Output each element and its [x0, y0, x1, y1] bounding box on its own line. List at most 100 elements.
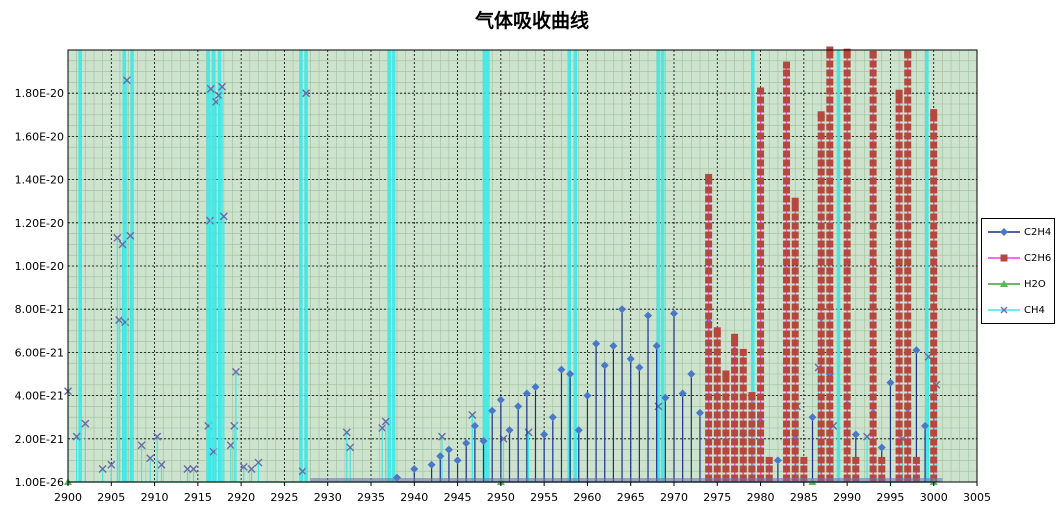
- legend-swatch-c2h6: [988, 254, 1020, 262]
- c2h6-marker: [757, 393, 765, 401]
- c2h6-marker: [895, 321, 903, 329]
- c2h6-marker: [817, 366, 825, 374]
- c2h6-marker: [826, 60, 834, 68]
- c2h6-marker: [869, 294, 877, 302]
- data-point-ch4: [254, 458, 263, 467]
- c2h6-marker: [904, 420, 912, 428]
- c2h6-marker: [895, 366, 903, 374]
- data-point-ch4: [126, 231, 135, 240]
- c2h6-marker: [722, 447, 730, 455]
- c2h6-marker: [705, 258, 713, 266]
- c2h6-marker: [843, 150, 851, 158]
- c2h6-marker: [757, 195, 765, 203]
- c2h6-marker: [817, 240, 825, 248]
- c2h6-marker: [817, 294, 825, 302]
- c2h6-marker: [826, 123, 834, 131]
- c2h6-marker: [904, 402, 912, 410]
- c2h6-marker: [783, 96, 791, 104]
- c2h6-marker: [895, 105, 903, 113]
- c2h6-marker: [904, 258, 912, 266]
- c2h6-marker: [869, 438, 877, 446]
- c2h6-marker: [826, 177, 834, 185]
- c2h6-marker: [843, 366, 851, 374]
- data-point-c2h4: [670, 309, 678, 318]
- c2h6-marker: [817, 195, 825, 203]
- c2h6-marker: [826, 141, 834, 149]
- data-point-c2h4: [626, 354, 635, 363]
- c2h6-marker: [791, 348, 799, 356]
- c2h6-marker: [783, 78, 791, 86]
- c2h6-marker: [895, 294, 903, 302]
- data-point-c2h4: [661, 393, 670, 402]
- data-point-ch4: [122, 76, 131, 85]
- c2h6-marker: [930, 294, 938, 302]
- c2h6-marker: [783, 348, 791, 356]
- c2h6-marker: [783, 402, 791, 410]
- c2h6-marker: [895, 348, 903, 356]
- c2h6-marker: [757, 141, 765, 149]
- data-point-c2h4: [912, 346, 921, 355]
- c2h6-marker: [895, 267, 903, 275]
- c2h6-marker: [895, 393, 903, 401]
- c2h6-marker: [930, 375, 938, 383]
- c2h6-marker: [817, 186, 825, 194]
- x-tick-label: 2970: [660, 491, 688, 504]
- x-tick-label: 2980: [747, 491, 775, 504]
- data-point-c2h4: [592, 339, 601, 348]
- c2h6-marker: [791, 231, 799, 239]
- c2h6-marker: [826, 294, 834, 302]
- c2h6-marker: [705, 177, 713, 185]
- c2h6-marker: [817, 222, 825, 230]
- legend-swatch-h2o: [988, 280, 1020, 287]
- c2h6-marker: [791, 285, 799, 293]
- c2h6-marker: [791, 240, 799, 248]
- c2h6-marker: [895, 429, 903, 437]
- x-tick-label: 3000: [920, 491, 948, 504]
- c2h6-marker: [904, 213, 912, 221]
- c2h6-marker: [705, 429, 713, 437]
- c2h6-marker: [904, 114, 912, 122]
- c2h6-marker: [783, 231, 791, 239]
- chart-title: 气体吸收曲线: [474, 10, 589, 32]
- ch4-band: [78, 50, 82, 482]
- c2h6-marker: [895, 276, 903, 284]
- ch4-band: [486, 50, 490, 482]
- c2h6-marker: [783, 420, 791, 428]
- c2h6-marker: [783, 303, 791, 311]
- c2h6-marker: [826, 447, 834, 455]
- c2h6-marker: [757, 375, 765, 383]
- c2h6-marker: [817, 177, 825, 185]
- x-tick-label: 2920: [227, 491, 255, 504]
- c2h6-marker: [826, 312, 834, 320]
- c2h6-marker: [739, 438, 747, 446]
- c2h6-marker: [843, 321, 851, 329]
- c2h6-marker: [843, 213, 851, 221]
- y-tick-label: 2.00E-21: [15, 433, 64, 446]
- c2h6-marker: [869, 204, 877, 212]
- ch4-band: [750, 50, 755, 482]
- c2h6-marker: [869, 402, 877, 410]
- data-point-ch4: [206, 84, 215, 93]
- c2h6-marker: [930, 330, 938, 338]
- ch4-band: [567, 50, 572, 482]
- c2h6-marker: [930, 312, 938, 320]
- c2h6-marker: [791, 213, 799, 221]
- data-point-c2h4: [522, 389, 531, 398]
- c2h6-marker: [843, 294, 851, 302]
- c2h6-marker: [791, 411, 799, 419]
- c2h6-marker: [826, 348, 834, 356]
- data-point-ch4: [121, 318, 130, 327]
- c2h6-marker: [826, 222, 834, 230]
- data-point-c2h6: [869, 50, 877, 58]
- c2h6-marker: [791, 420, 799, 428]
- c2h6-marker: [731, 438, 739, 446]
- c2h6-marker: [783, 87, 791, 95]
- x-tick-label: 2910: [141, 491, 169, 504]
- c2h6-marker: [783, 240, 791, 248]
- c2h6-marker: [739, 384, 747, 392]
- c2h6-marker: [869, 159, 877, 167]
- c2h6-marker: [843, 411, 851, 419]
- c2h6-marker: [895, 96, 903, 104]
- c2h6-marker: [713, 339, 721, 347]
- data-point-c2h4: [566, 370, 575, 379]
